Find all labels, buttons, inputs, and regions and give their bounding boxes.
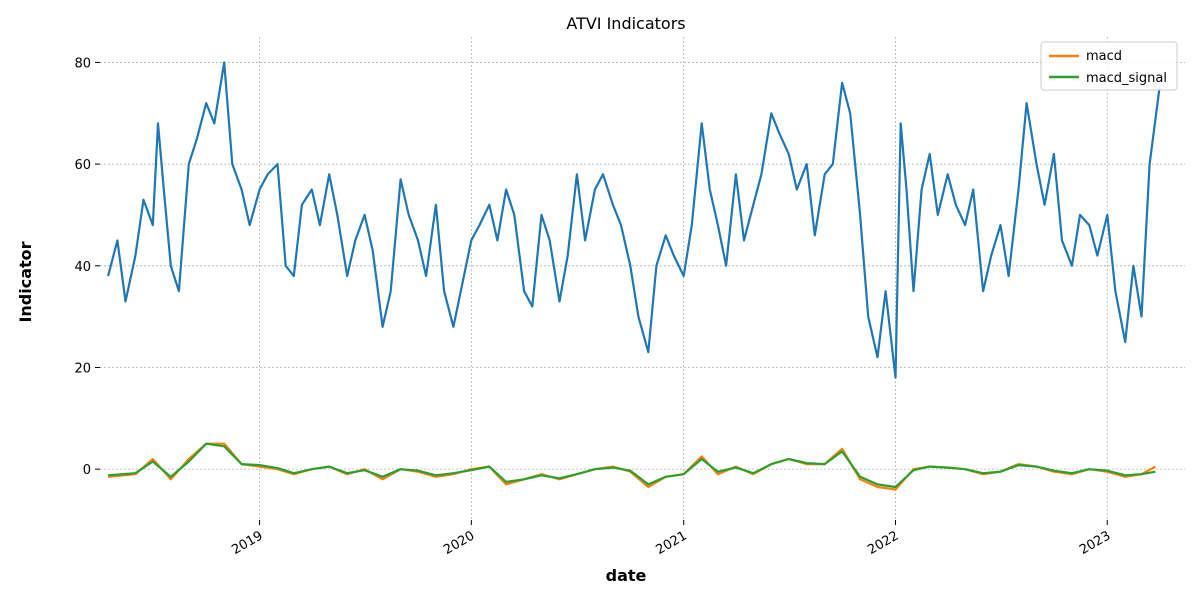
x-tick-label: 2020 [441,528,477,558]
chart-title: ATVI Indicators [566,14,685,33]
plot-area [107,61,1161,491]
x-tick-label: 2019 [229,528,265,558]
series-line-indicator [107,61,1161,379]
x-tick-label: 2021 [654,528,690,558]
x-axis: 2019 2020 2021 2022 2023 [229,520,1113,558]
legend: macd macd_signal [1040,41,1178,91]
x-tick-label: 2022 [865,528,901,558]
x-axis-label: date [606,566,647,585]
series-line-macd-signal [108,442,1156,489]
y-tick-label: 0 [83,463,91,478]
y-tick-label: 60 [74,158,91,173]
legend-label-macd: macd [1086,49,1122,64]
x-tick-label: 2023 [1077,528,1113,558]
y-axis-label: Indicator [16,241,35,322]
y-tick-label: 80 [74,56,91,71]
y-axis: 0 20 40 60 80 [74,56,100,478]
legend-label-macd-signal: macd_signal [1086,71,1167,86]
y-tick-label: 20 [74,361,91,376]
y-tick-label: 40 [74,260,91,275]
grid [100,37,1185,520]
